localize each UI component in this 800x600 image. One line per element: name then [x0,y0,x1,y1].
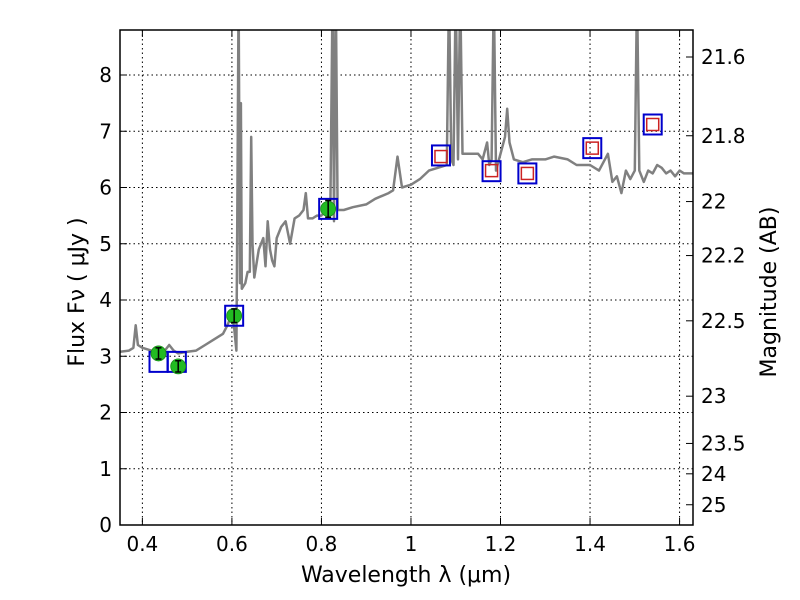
y2-tick-label: 21.6 [701,45,746,69]
x-axis-title: Wavelength λ (μm) [301,563,511,588]
observed-nir-square [520,166,535,181]
x-tick-label: 0.8 [306,532,338,556]
y2-tick-label: 23 [701,384,726,408]
model-photometry-square [642,113,663,136]
grid-lines [120,30,693,526]
y-tick-label: 4 [99,288,112,312]
model-photometry-square [582,137,603,160]
model-photometry-square [318,197,339,220]
y-tick-label: 2 [99,401,112,425]
x-tick-label: 1.6 [664,532,696,556]
model-photometry-square [517,162,538,185]
observed-nir-square [645,117,660,132]
observed-nir-square [585,141,600,155]
y-tick-label: 7 [99,119,112,143]
observed-nir-square [484,163,499,178]
y-tick-label: 0 [99,513,112,537]
plot-frame [119,29,694,526]
y2-axis-title: Magnitude (AB) [757,207,782,378]
series-layer [120,30,693,375]
y-tick-label: 6 [99,176,112,200]
spectrum-line [120,30,693,355]
y-tick-label: 8 [99,63,112,87]
y2-tick-label: 22.5 [701,309,746,333]
y-tick-label: 1 [99,457,112,481]
y-tick-label: 5 [99,232,112,256]
x-tick-label: 0.6 [216,532,248,556]
y2-tick-labels: 21.6 21.8 22 22.2 22.5 23 23.5 24 25 [701,45,746,517]
y2-tick-label: 22 [701,190,726,214]
tick-marks [120,30,693,526]
y-axis-title: Flux Fν ( μJy ) [65,217,90,366]
x-tick-label: 1.4 [574,532,606,556]
observed-nir-square [434,149,448,164]
x-tick-label: 1 [405,532,418,556]
x-tick-label: 0.4 [126,532,158,556]
y-tick-label: 3 [99,344,112,368]
model-photometry-square [430,144,451,167]
y-tick-labels: 0 1 2 3 4 5 6 7 8 [99,63,112,537]
y2-tick-label: 25 [701,493,726,517]
y2-tick-label: 24 [701,462,726,486]
y2-tick-label: 23.5 [701,431,746,455]
model-photometry-square [224,304,245,327]
model-photometry-square [481,160,502,183]
x-tick-labels: 0.4 0.6 0.8 1 1.2 1.4 1.6 [126,532,695,556]
y2-tick-label: 22.2 [701,244,746,268]
y2-tick-label: 21.8 [701,124,746,148]
x-tick-label: 1.2 [485,532,517,556]
